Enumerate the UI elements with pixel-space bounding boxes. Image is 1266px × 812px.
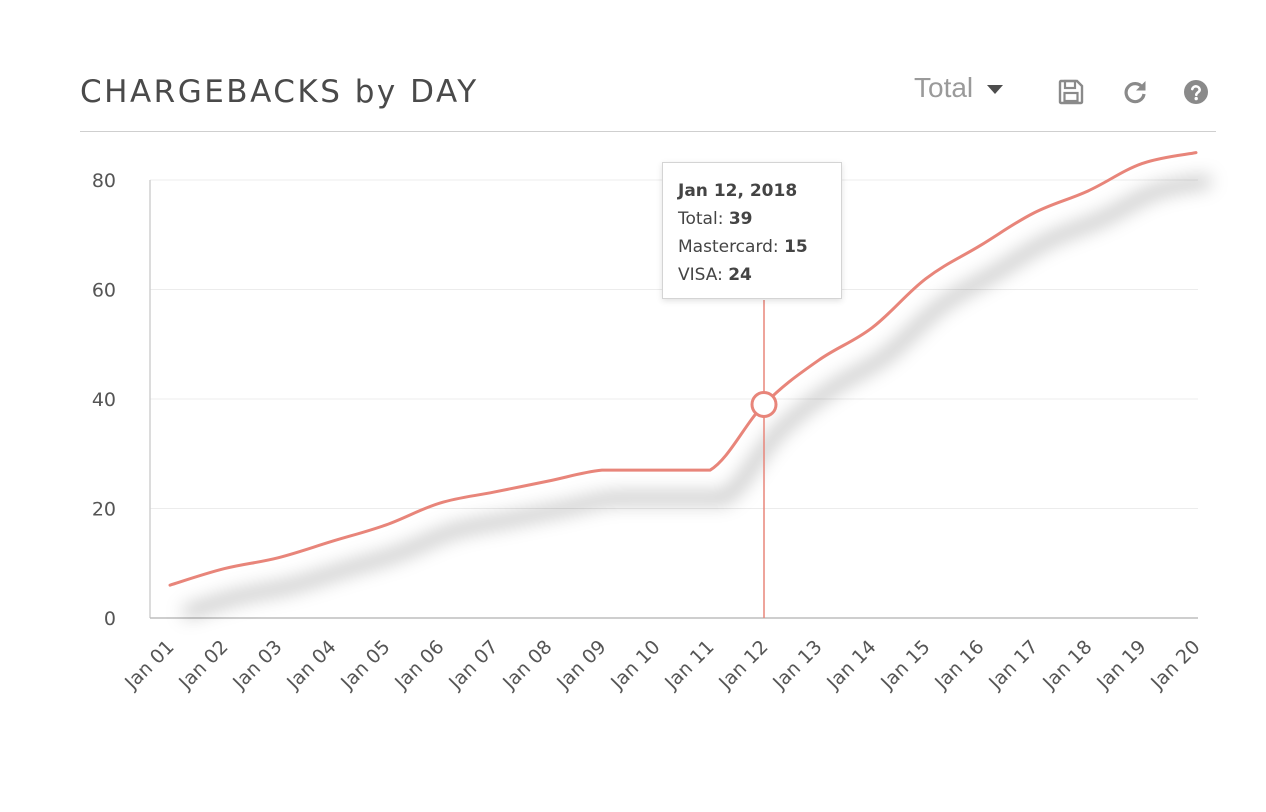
tooltip-label: VISA: — [678, 265, 729, 285]
caret-down-icon — [987, 85, 1004, 94]
highlighted-point[interactable] — [750, 390, 778, 418]
tooltip-label: Mastercard: — [678, 237, 785, 257]
data-point[interactable] — [490, 488, 498, 496]
refresh-icon — [1124, 81, 1146, 104]
refresh-button[interactable] — [1121, 78, 1149, 106]
series-select-value: Total — [914, 72, 974, 103]
x-tick-label: Jan 15 — [876, 636, 934, 694]
data-point[interactable] — [382, 521, 390, 529]
y-tick-label: 20 — [92, 499, 116, 521]
tooltip-value: 24 — [728, 265, 752, 285]
tooltip-row-total: Total: 39 — [678, 205, 841, 233]
x-tick-label: Jan 02 — [174, 636, 232, 694]
data-point[interactable] — [274, 554, 282, 562]
tooltip-label: Total: — [678, 209, 729, 229]
chart-tooltip: Jan 12, 2018 Total: 39 Mastercard: 15 VI… — [662, 162, 842, 299]
x-tick-label: Jan 04 — [282, 636, 340, 694]
x-tick-label: Jan 11 — [660, 636, 718, 694]
data-point[interactable] — [814, 357, 822, 365]
data-point[interactable] — [220, 565, 228, 573]
data-point[interactable] — [1084, 187, 1092, 195]
x-tick-label: Jan 19 — [1092, 636, 1150, 694]
x-tick-label: Jan 05 — [336, 636, 394, 694]
chart-header: CHARGEBACKS by DAY Total — [80, 66, 1216, 132]
data-point[interactable] — [1030, 209, 1038, 217]
save-icon — [1058, 79, 1084, 105]
help-icon — [1184, 80, 1208, 104]
data-point[interactable] — [544, 477, 552, 485]
chart-card — [48, 40, 1248, 800]
tooltip-value: 39 — [728, 209, 753, 229]
data-point[interactable] — [706, 466, 714, 474]
y-tick-label: 60 — [92, 280, 116, 302]
save-button[interactable] — [1057, 78, 1085, 106]
data-point[interactable] — [1192, 149, 1200, 157]
data-point[interactable] — [868, 324, 876, 332]
data-point[interactable] — [436, 499, 444, 507]
y-tick-label: 0 — [104, 608, 116, 630]
data-point[interactable] — [1138, 160, 1146, 168]
series-line-total[interactable] — [168, 151, 1198, 587]
y-tick-label: 40 — [92, 389, 116, 411]
data-point[interactable] — [328, 537, 336, 545]
x-tick-label: Jan 08 — [498, 636, 556, 694]
x-tick-label: Jan 12 — [714, 636, 772, 694]
x-tick-label: Jan 20 — [1146, 636, 1204, 694]
x-tick-label: Jan 18 — [1038, 636, 1096, 694]
x-tick-label: Jan 16 — [930, 636, 988, 694]
x-tick-label: Jan 06 — [390, 636, 448, 694]
chart-title: CHARGEBACKS by DAY — [80, 74, 479, 110]
series-select[interactable]: Total — [914, 72, 1004, 104]
data-point[interactable] — [652, 466, 660, 474]
x-tick-label: Jan 07 — [444, 636, 502, 694]
line-shadow — [182, 175, 1211, 618]
data-point[interactable] — [598, 466, 606, 474]
x-tick-label: Jan 10 — [606, 636, 664, 694]
x-tick-label: Jan 03 — [228, 636, 286, 694]
x-tick-label: Jan 17 — [984, 636, 1042, 694]
x-tick-label: Jan 14 — [822, 636, 880, 694]
x-tick-label: Jan 01 — [120, 636, 178, 694]
help-button[interactable] — [1182, 78, 1210, 106]
x-tick-label: Jan 09 — [552, 636, 610, 694]
x-tick-label: Jan 13 — [768, 636, 826, 694]
tooltip-value: 15 — [784, 237, 808, 257]
data-point[interactable] — [976, 242, 984, 250]
tooltip-row-visa: VISA: 24 — [678, 261, 841, 289]
tooltip-row-mastercard: Mastercard: 15 — [678, 233, 841, 261]
data-point[interactable] — [166, 581, 174, 589]
y-tick-label: 80 — [92, 170, 116, 192]
tooltip-date: Jan 12, 2018 — [678, 181, 798, 201]
data-point[interactable] — [922, 275, 930, 283]
